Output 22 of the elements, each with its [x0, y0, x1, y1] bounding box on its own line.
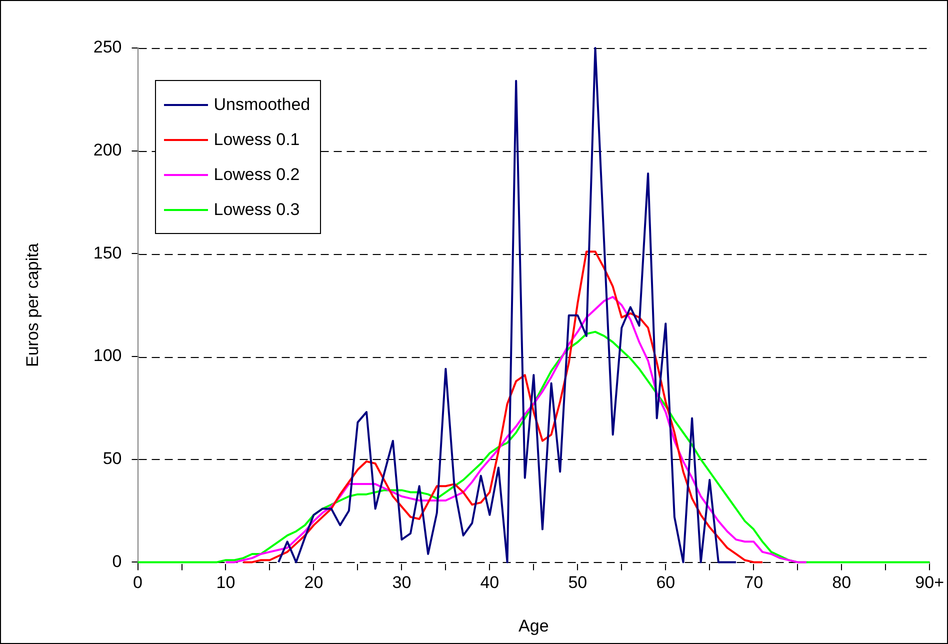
legend-label: Lowess 0.3 — [214, 200, 300, 220]
legend-label: Unsmoothed — [214, 94, 310, 114]
y-tick-label: 100 — [93, 346, 122, 366]
legend-label: Lowess 0.2 — [214, 164, 300, 184]
y-tick-label: 50 — [102, 449, 122, 468]
x-tick-label: 60 — [656, 573, 676, 592]
x-tick-label: 10 — [216, 573, 236, 592]
x-axis-title: Age — [518, 616, 549, 636]
x-tick-label: 70 — [744, 573, 764, 592]
y-axis-title: Euros per capita — [22, 242, 42, 367]
legend-label: Lowess 0.1 — [214, 130, 300, 150]
x-tick-label: 80 — [832, 573, 852, 592]
x-tick-label: 20 — [304, 573, 324, 592]
x-tick-label: 30 — [392, 573, 412, 592]
y-tick-label: 250 — [93, 38, 122, 57]
y-tick-label: 200 — [93, 140, 122, 160]
x-tick-label: 0 — [133, 573, 142, 592]
y-tick-label: 0 — [112, 552, 122, 571]
x-tick-label: 90+ — [915, 573, 944, 592]
x-tick-label: 50 — [568, 573, 588, 592]
x-tick-label: 40 — [480, 573, 500, 592]
y-tick-label: 150 — [93, 243, 122, 262]
